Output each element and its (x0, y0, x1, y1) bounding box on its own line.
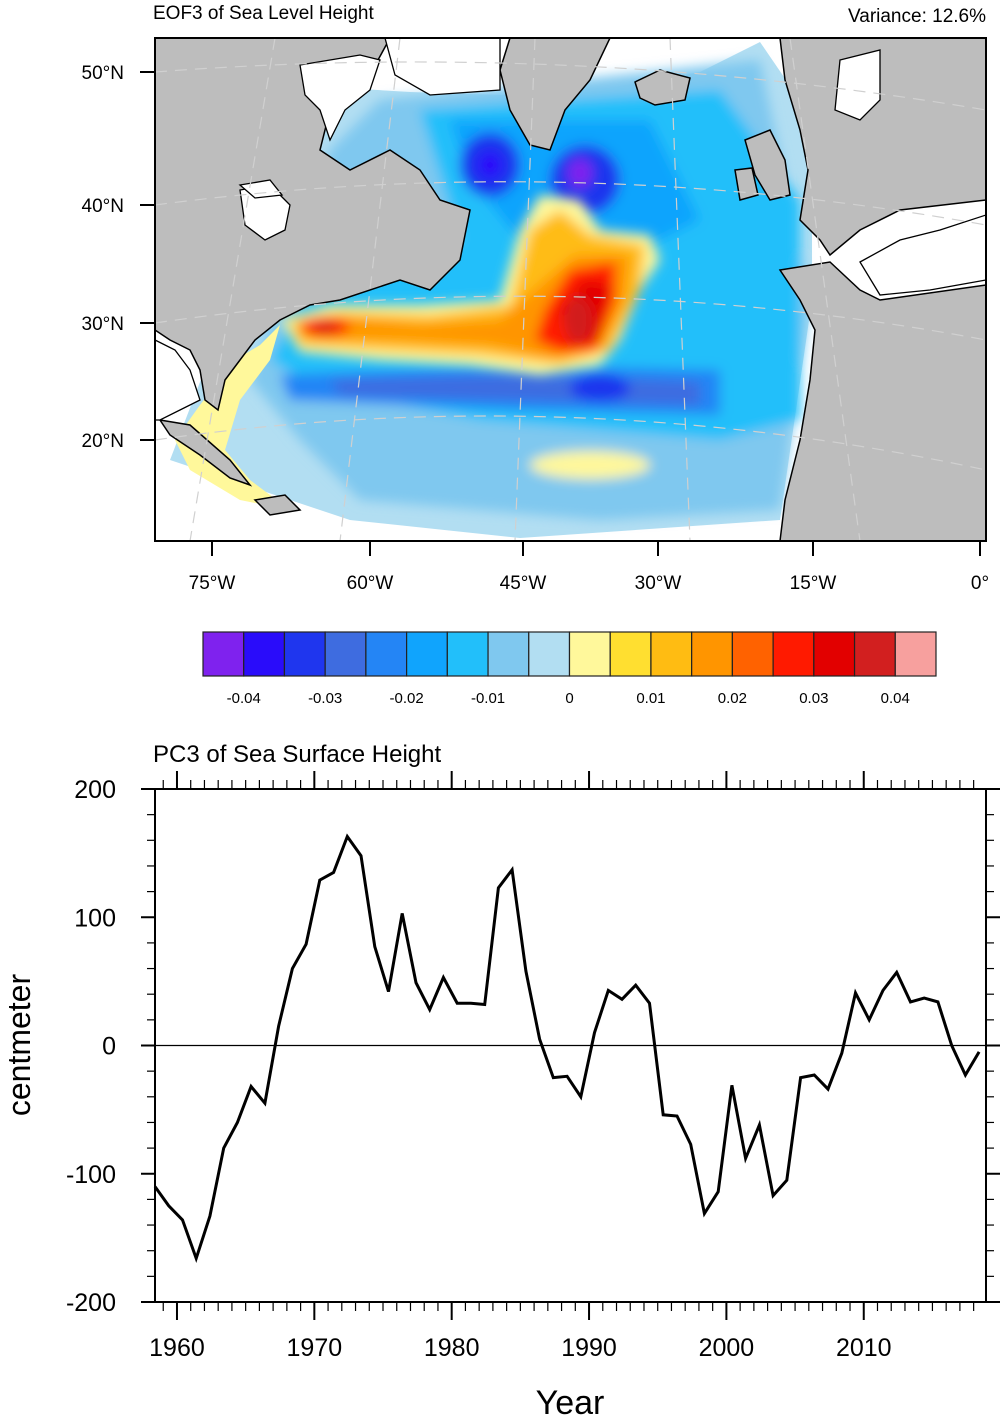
lon-tick-label: 60°W (347, 573, 394, 594)
x-tick-label: 1970 (287, 1334, 343, 1362)
colorbar-swatch (691, 631, 733, 677)
colorbar-tick-label: -0.02 (390, 690, 424, 707)
map-title: EOF3 of Sea Level Height (153, 3, 374, 24)
colorbar: -0.04 -0.03 -0.02 -0.01 0 0.01 0.02 0.03 0.04 (202, 631, 937, 707)
y-tick-label: -100 (66, 1161, 116, 1189)
lat-line-20 (155, 415, 986, 471)
iberia-africa (778, 261, 986, 541)
variance-label: Variance: 12.6% (848, 6, 986, 27)
lon-line-30 (669, 38, 691, 541)
colorbar-swatch (894, 631, 937, 677)
colorbar-swatch (202, 631, 245, 677)
labrador-core (477, 151, 503, 179)
colorbar-tick-label: -0.01 (471, 690, 505, 707)
colorbar-swatch (853, 631, 896, 677)
colorbar-swatch (487, 631, 530, 677)
colorbar-swatch (243, 631, 286, 677)
lon-tick-label: 15°W (790, 573, 837, 594)
colorbar-swatch (650, 631, 693, 677)
map-lon-axis: 75°W 60°W 45°W 30°W 15°W 0° (189, 541, 989, 594)
colorbar-tick-label: 0.01 (636, 690, 665, 707)
lat-tick-label: 20°N (82, 431, 124, 452)
lon-tick-label: 30°W (635, 573, 682, 594)
mediterranean (859, 214, 986, 296)
series-line-pc3 (153, 833, 981, 1264)
hudson-bay (299, 54, 381, 142)
colorbar-swatch (324, 631, 367, 677)
colorbar-tick-label: -0.04 (227, 690, 261, 707)
colorbar-swatch (446, 631, 489, 677)
colorbar-swatch (406, 631, 448, 677)
lon-tick-label: 45°W (500, 573, 547, 594)
colorbar-tick-label: -0.03 (308, 690, 342, 707)
x-tick-label: 1980 (424, 1334, 480, 1362)
x-tick-label: 2010 (836, 1334, 892, 1362)
colorbar-tick-label: 0.02 (718, 690, 747, 707)
lat-tick-label: 40°N (82, 196, 124, 217)
lat-tick-label: 30°N (82, 314, 124, 335)
x-tick-label: 1960 (149, 1334, 205, 1362)
y-tick-label: 0 (102, 1033, 116, 1061)
colorbar-swatch (772, 631, 815, 677)
lon-line-45 (514, 38, 536, 541)
colorbar-tick-label: 0.04 (881, 690, 910, 707)
coastal-yellow (175, 325, 290, 510)
colorbar-tick-label: 0.03 (799, 690, 828, 707)
y-axis-label: centmeter (1, 974, 37, 1117)
x-axis-label: Year (536, 1384, 605, 1421)
pc-title: PC3 of Sea Surface Height (153, 741, 441, 768)
colorbar-swatch (609, 631, 652, 677)
colorbar-swatch (365, 631, 408, 677)
east-low (570, 374, 630, 402)
lon-tick-label: 75°W (189, 573, 236, 594)
x-tick-label: 1990 (561, 1334, 617, 1362)
colorbar-swatch (731, 631, 774, 677)
colorbar-swatch (283, 631, 326, 677)
baffin-water (384, 38, 501, 96)
gs-core-inner (313, 322, 337, 332)
lon-line-60 (339, 38, 401, 541)
map-lat-axis: 50°N 40°N 30°N 20°N (82, 63, 155, 452)
graticule (155, 38, 986, 541)
irminger-core (568, 159, 592, 187)
y-tick-label: 100 (74, 904, 116, 932)
y-tick-label: 200 (74, 776, 116, 804)
map-frame (154, 37, 987, 542)
x-tick-label: 2000 (699, 1334, 755, 1362)
lat-tick-label: 50°N (82, 63, 124, 84)
lat-line-30 (155, 295, 986, 341)
colorbar-swatch (528, 631, 571, 677)
mid-core (564, 296, 592, 344)
europe-north (779, 38, 986, 257)
y-tick-label: -200 (66, 1289, 116, 1317)
map-area (155, 38, 986, 541)
inland-water (155, 38, 986, 421)
colorbar-tick-label: 0 (565, 690, 573, 707)
colorbar-swatch (813, 631, 856, 677)
british-isles (744, 129, 791, 201)
baltic (834, 49, 881, 121)
hispaniola (253, 494, 302, 516)
lon-line-15 (789, 38, 861, 541)
lon-line-75 (189, 38, 276, 541)
colorbar-swatch (568, 631, 611, 677)
tropical-positive (530, 451, 650, 479)
lon-tick-label: 0° (971, 573, 989, 594)
iceland (634, 69, 691, 106)
gulf-of-mexico (155, 339, 201, 421)
pc-plot: -200 -100 0 100 200 1960 1970 1980 1990 2000 2010 (66, 771, 1000, 1362)
